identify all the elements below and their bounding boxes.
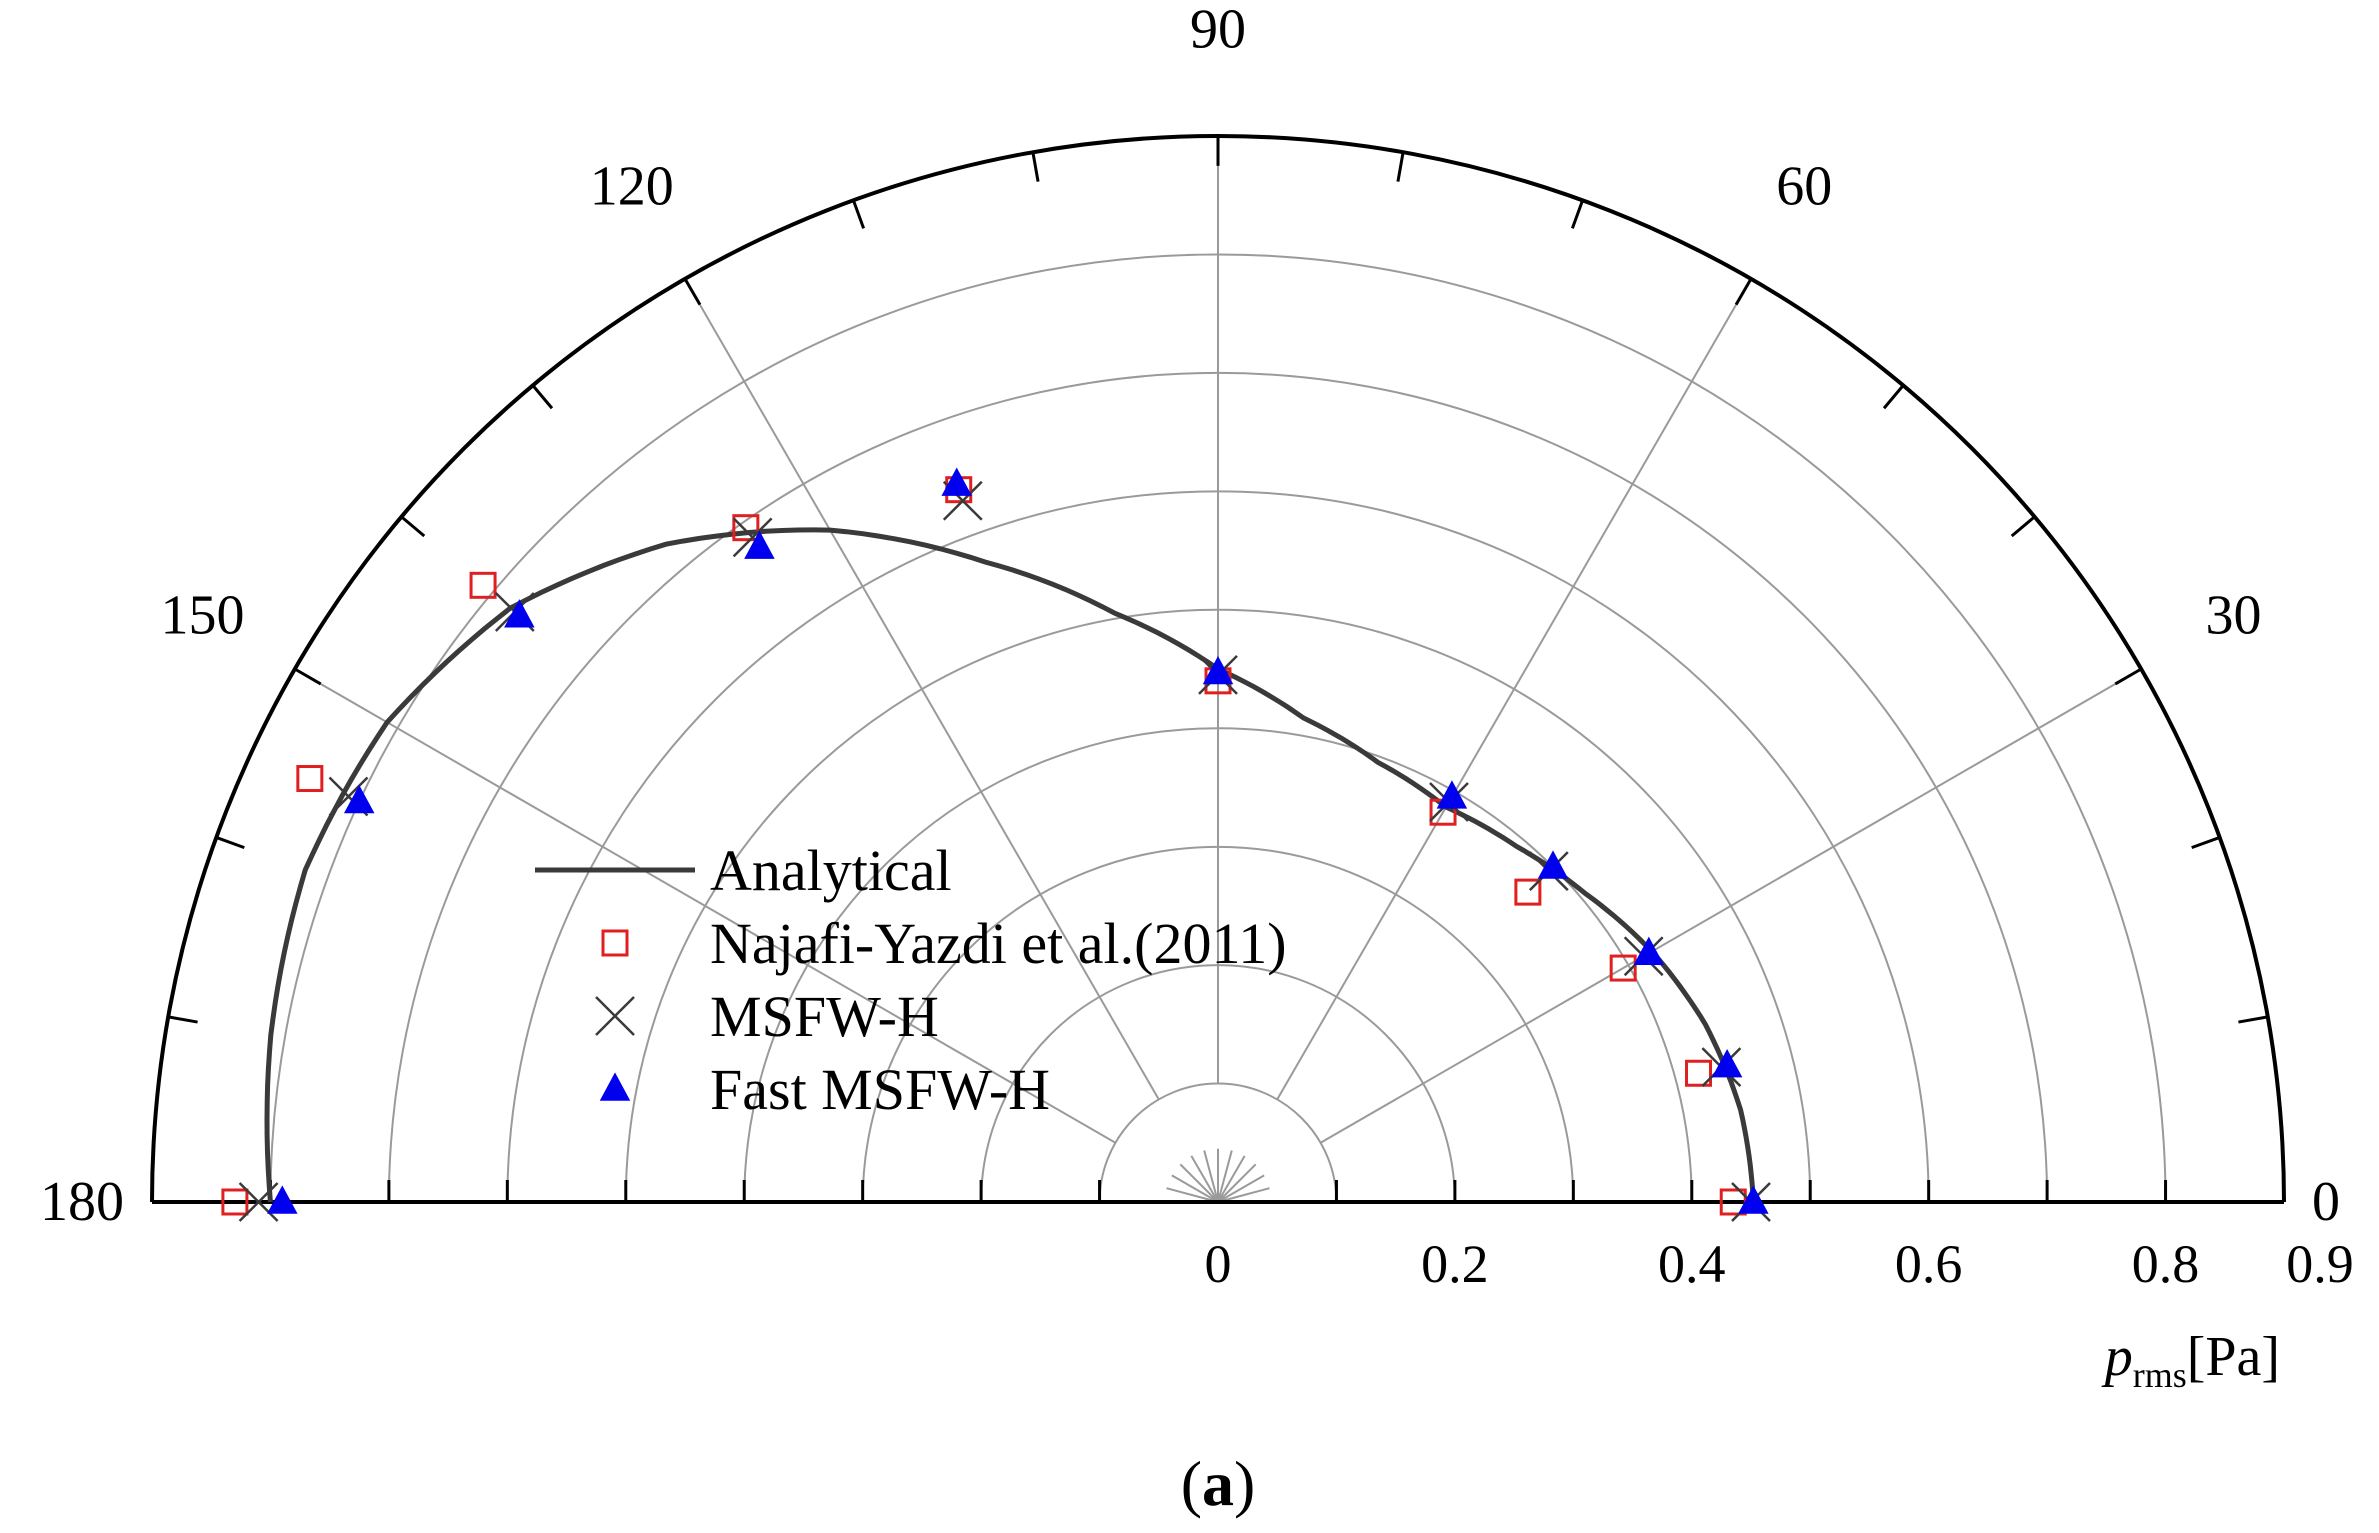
center-star-line [1179,1163,1219,1203]
caption-open: ( [1181,1448,1202,1519]
grid-spoke [1276,278,1752,1100]
najafi-yazdi-point [1514,878,1542,906]
legend-item: MSFW-H [595,984,939,1049]
fast-msfwh-point [1537,850,1569,879]
angle-tick-label: 60 [1776,155,1832,217]
center-star-line [1190,1155,1219,1203]
fast-msfwh-point [343,784,375,814]
legend: Analytical Najafi-Yazdi et al.(2011) MSFW-… [535,838,1287,1122]
angle-tick [2238,1015,2269,1024]
center-star-line [1171,1174,1219,1203]
grid-spoke [684,278,1160,1100]
legend-label: Analytical [710,838,952,903]
legend-label: Najafi-Yazdi et al.(2011) [710,911,1287,976]
radial-axis-subscript: rms [2133,1355,2187,1395]
najafi-yazdi-point [732,514,760,542]
angle-tick-label: 150 [160,585,244,647]
radial-tick-label: 0.6 [1895,1234,1963,1294]
angle-tick [683,278,702,306]
angle-tick [2010,515,2036,538]
fast-msfwh-point [1711,1049,1743,1078]
angle-tick [400,515,426,538]
figure-caption: (a) [1181,1448,1256,1519]
angle-tick-label: 0 [2312,1171,2340,1233]
legend-item: Analytical [535,838,952,903]
angle-tick [851,199,866,229]
cross-stroke [238,1182,279,1222]
angle-tick [167,1015,198,1024]
radial-tick-label: 0.9 [2286,1234,2354,1294]
najafi-yazdi-point [1685,1059,1713,1087]
radial-axis-unit: [Pa] [2187,1326,2280,1388]
center-star-line [1217,1163,1257,1203]
caption-close: ) [1234,1448,1255,1519]
angle-tick [1734,278,1753,306]
legend-marker-swatch [601,929,629,957]
legend-label: Fast MSFW-H [710,1057,1050,1122]
radial-tick-label: 0 [1205,1234,1232,1294]
center-star-line [1217,1174,1265,1203]
najafi-yazdi-point [296,765,324,793]
najafi-yazdi-point [221,1188,249,1216]
fast-msfwh-point [744,530,775,559]
grid-layer [269,136,2167,1203]
angle-tick [215,835,245,850]
angle-tick [2191,835,2221,850]
center-star-line [1217,1155,1246,1203]
angle-tick [1882,384,1905,410]
radial-tick-label: 0.8 [2132,1234,2200,1294]
angle-tick [1570,199,1585,229]
fast-msfwh-point [1202,655,1234,685]
fast-msfwh-point [504,599,535,628]
grid-spoke [294,668,1116,1144]
tick-label-layer: 0 30 60 90 120 150 180 0 0.2 0.4 0.6 0.8 0.9 [40,0,2354,1294]
frame-layer [150,134,2286,1204]
legend-item: Fast MSFW-H [599,1057,1050,1122]
legend-item: Najafi-Yazdi et al.(2011) [601,911,1287,976]
fast-msfwh-point [1738,1185,1769,1214]
cross-stroke [595,996,635,1036]
center-star-line [1217,1150,1233,1203]
angle-tick [294,667,322,686]
caption-letter: a [1202,1448,1234,1519]
grid-spoke [1320,668,2142,1144]
fast-msfwh-point [1436,780,1468,809]
angle-tick [1031,151,1040,182]
cross-stroke [732,517,773,558]
legend-label: MSFW-H [710,984,939,1049]
legend-marker-swatch [599,1072,631,1101]
radial-tick-label: 0.4 [1658,1234,1726,1294]
data-layer [221,467,1771,1222]
fast-msfwh-point [1633,936,1665,966]
radial-axis-label: prms[Pa] [2101,1326,2280,1395]
msfwh-point [238,1182,279,1222]
center-star-line [1217,1187,1270,1203]
angle-tick-label: 90 [1190,0,1246,60]
cross-stroke [942,480,983,521]
angle-tick-label: 120 [590,155,674,217]
radial-axis-symbol: p [2101,1326,2133,1388]
center-star-line [1166,1187,1219,1203]
legend-marker-swatch [595,996,635,1036]
angle-tick-label: 180 [40,1171,124,1233]
angle-tick [2114,667,2142,686]
najafi-yazdi-point [1609,954,1637,982]
center-star-line [1203,1150,1219,1203]
angle-tick-label: 30 [2206,585,2262,647]
angle-tick [1396,151,1405,182]
radial-tick-label: 0.2 [1421,1234,1489,1294]
fast-msfwh-point [267,1185,298,1214]
fast-msfwh-point [941,467,972,496]
cross-stroke [328,776,369,817]
angle-tick [531,384,554,410]
najafi-yazdi-point [469,571,497,599]
